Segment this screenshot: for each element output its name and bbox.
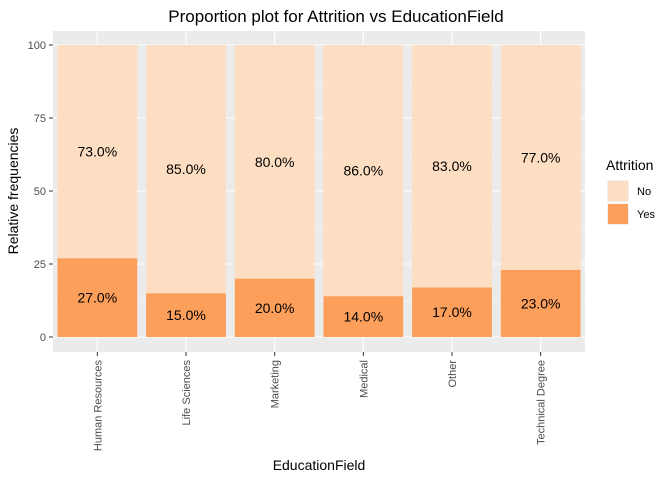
x-tick-label: Technical Degree — [536, 360, 548, 445]
bar-no-human-resources — [57, 45, 138, 259]
data-label: 77.0% — [521, 149, 561, 165]
y-tick-label: 0 — [40, 332, 46, 344]
data-label: 27.0% — [77, 290, 117, 306]
data-label: 83.0% — [432, 158, 472, 174]
bar-yes-human-resources — [57, 258, 138, 337]
legend-label-no: No — [637, 186, 651, 198]
y-tick-label: 100 — [28, 40, 46, 52]
y-tick-label: 75 — [34, 113, 46, 125]
bar-no-technical-degree — [500, 45, 581, 270]
y-tick-label: 25 — [34, 259, 46, 271]
bar-yes-life-sciences — [146, 293, 226, 337]
data-label: 80.0% — [255, 154, 295, 170]
bar-yes-marketing — [234, 278, 315, 337]
data-label: 15.0% — [166, 307, 206, 323]
chart-title: Proportion plot for Attrition vs Educati… — [168, 7, 503, 26]
data-label: 20.0% — [255, 300, 295, 316]
y-axis: 0 25 50 75 100 — [28, 40, 53, 344]
bar-yes-medical — [323, 296, 404, 337]
x-axis: Human Resources Life Sciences Marketing Med… — [92, 352, 548, 452]
x-tick-label: Other — [447, 360, 459, 388]
x-axis-title: EducationField — [273, 457, 366, 473]
bar-no-life-sciences — [146, 45, 226, 294]
data-label: 73.0% — [77, 144, 117, 160]
legend-key-no — [608, 181, 628, 201]
data-label: 86.0% — [343, 163, 383, 179]
data-label: 85.0% — [166, 161, 206, 177]
y-tick-label: 50 — [34, 186, 46, 198]
bars — [57, 45, 581, 337]
bar-yes-technical-degree — [500, 269, 581, 337]
legend-key-yes — [608, 204, 628, 224]
legend-label-yes: Yes — [637, 209, 655, 221]
x-tick-label: Medical — [358, 360, 370, 398]
data-labels: 27.0% 73.0% 15.0% 85.0% 20.0% 80.0% 14.0% 86.0%… — [77, 144, 560, 325]
legend-title: Attrition — [606, 157, 653, 173]
data-label: 17.0% — [432, 304, 472, 320]
data-label: 14.0% — [343, 309, 383, 325]
data-label: 23.0% — [521, 295, 561, 311]
y-axis-title: Relative frequencies — [5, 128, 21, 255]
legend: Attrition No Yes — [606, 157, 655, 225]
bar-no-other — [412, 45, 492, 288]
x-tick-label: Life Sciences — [181, 360, 193, 426]
bar-no-medical — [323, 45, 404, 297]
bar-yes-other — [412, 287, 492, 337]
x-tick-label: Human Resources — [92, 360, 104, 452]
bar-no-marketing — [234, 45, 315, 279]
x-tick-label: Marketing — [270, 360, 282, 408]
